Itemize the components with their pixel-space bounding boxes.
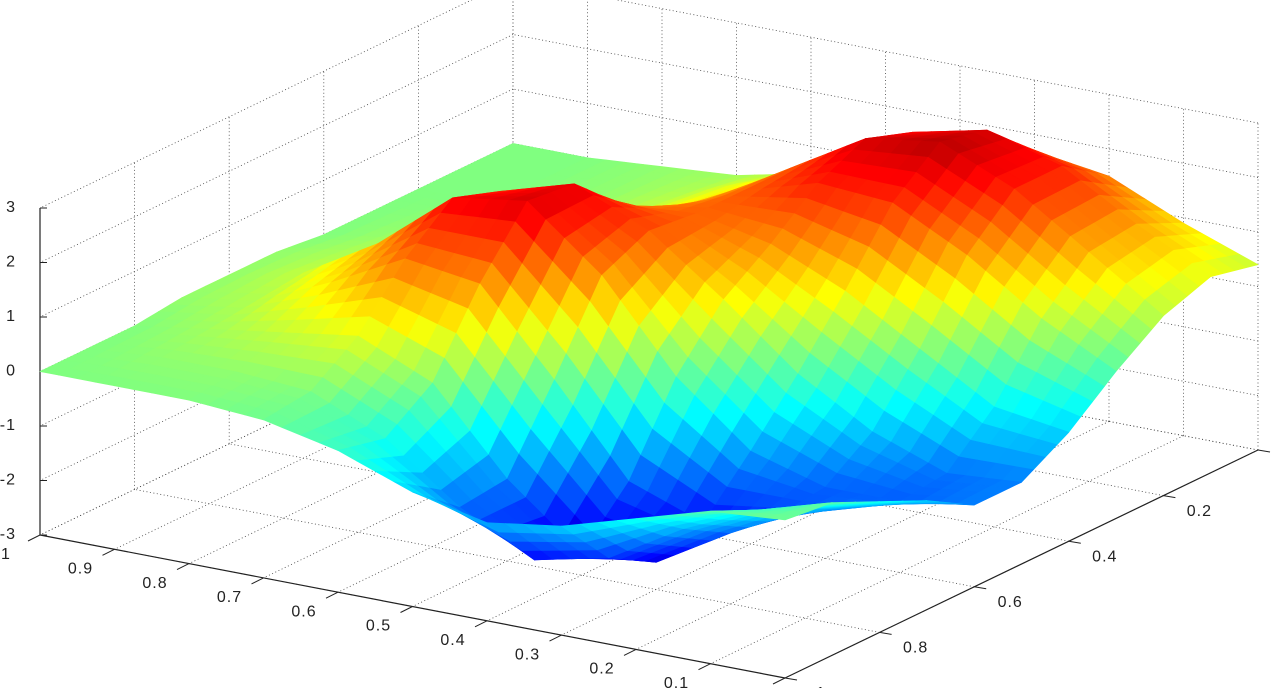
x-tick-label: 0.4 — [440, 632, 465, 649]
x-tick-label: 1 — [1, 546, 11, 563]
x-tick — [549, 634, 562, 642]
floor-grid-line — [229, 443, 975, 588]
wall-grid-line — [512, 252, 1259, 396]
z-tick-label: -3 — [0, 526, 16, 543]
z-tick-label: -1 — [0, 417, 16, 434]
z-tick-label: 1 — [6, 308, 16, 325]
y-tick-label: 0.2 — [1187, 503, 1212, 520]
y-tick — [784, 677, 798, 681]
y-tick — [1163, 495, 1176, 499]
x-tick — [698, 663, 711, 671]
z-tick-label: 2 — [6, 254, 16, 271]
y-tick — [1257, 449, 1271, 453]
y-axis — [784, 449, 1259, 679]
x-tick-label: 0.5 — [366, 618, 391, 635]
y-tick-label: 1 — [816, 685, 826, 688]
wall-grid-line — [39, 34, 514, 263]
x-tick-label: 0.2 — [589, 661, 614, 678]
x-tick-label: 0.1 — [664, 675, 689, 688]
x-tick — [623, 648, 637, 656]
y-tick — [1068, 540, 1081, 544]
x-tick-label: 0.6 — [291, 603, 316, 620]
x-tick — [772, 677, 786, 685]
y-tick-label: 0.4 — [1092, 548, 1117, 565]
x-tick-label: 0.9 — [68, 561, 93, 578]
wall-grid-line — [512, 34, 1259, 178]
x-tick — [102, 548, 115, 556]
x-tick-label: 0.8 — [142, 575, 167, 592]
z-tick-label: -2 — [0, 472, 16, 489]
x-tick — [400, 606, 413, 613]
z-tick-label: 0 — [6, 363, 16, 380]
y-tick — [974, 586, 987, 590]
labels: 00.10.20.30.40.50.60.70.80.9100.20.40.60… — [0, 199, 1212, 688]
floor-grid-line — [323, 397, 1069, 542]
surface-cell — [766, 514, 798, 521]
wall-grid-line — [39, 88, 514, 318]
y-tick-label: 0.6 — [998, 594, 1023, 611]
floor-grid-line — [134, 489, 880, 633]
surface — [39, 129, 1259, 563]
z-tick-label: 3 — [6, 199, 16, 216]
x-tick-label: 0.3 — [515, 646, 540, 663]
wall-grid-line — [512, 306, 1259, 451]
x-tick — [251, 577, 264, 585]
x-tick — [176, 563, 190, 571]
x-tick — [27, 534, 41, 542]
floor-grid-line — [418, 352, 1164, 496]
floor-grid-line — [710, 435, 1184, 665]
y-tick — [879, 631, 892, 635]
wall-grid-line — [615, 0, 1259, 124]
y-tick-label: 0.8 — [903, 640, 928, 657]
x-tick — [474, 620, 488, 628]
wall-grid-line — [39, 0, 473, 209]
x-tick — [325, 591, 339, 599]
x-tick-label: 0.7 — [217, 589, 242, 606]
